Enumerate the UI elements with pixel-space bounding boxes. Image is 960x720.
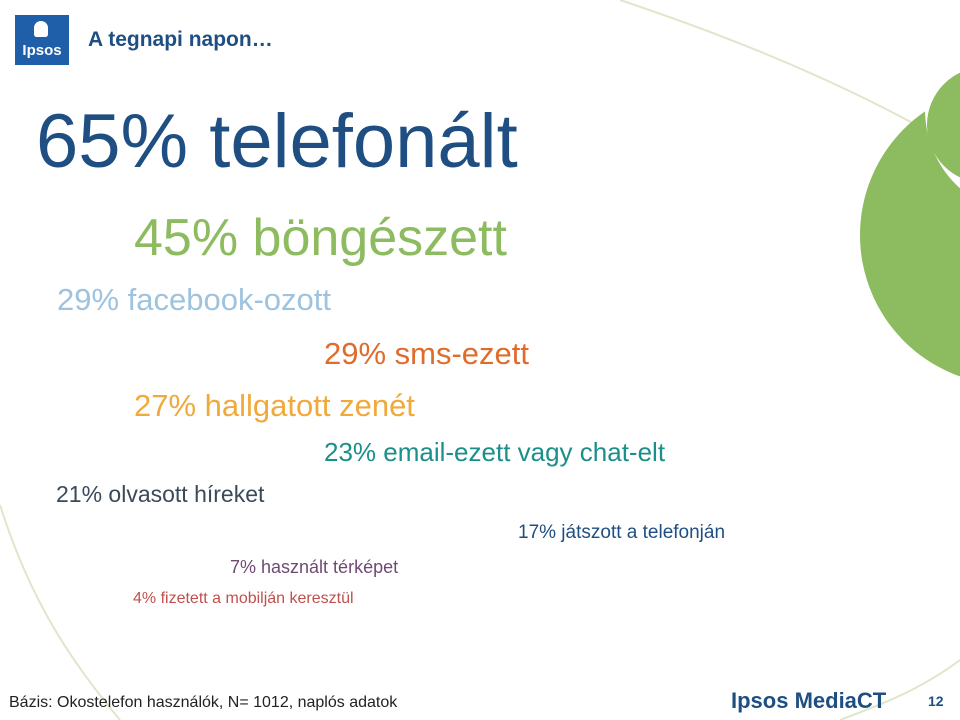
stat-sms: 29% sms-ezett	[324, 336, 530, 371]
slide-title: A tegnapi napon…	[88, 28, 273, 51]
decorative-curve	[839, 659, 960, 720]
page-number: 12	[928, 693, 944, 709]
stat-music: 27% hallgatott zenét	[134, 388, 415, 423]
footer-brand-logo: Ipsos MediaCT	[731, 688, 887, 713]
ipsos-logo: Ipsos	[15, 15, 69, 65]
stat-facebook: 29% facebook-ozott	[57, 282, 332, 317]
stat-gaming: 17% játszott a telefonján	[518, 522, 726, 543]
ipsos-logo-mark-icon	[34, 21, 48, 37]
decorative-curve	[0, 504, 121, 720]
footer-base-note: Bázis: Okostelefon használók, N= 1012, n…	[9, 694, 398, 711]
stat-email-chat: 23% email-ezett vagy chat-elt	[324, 437, 666, 467]
stat-maps: 7% használt térképet	[230, 557, 399, 577]
stat-phone-calls: 65% telefonált	[36, 99, 518, 184]
stat-news: 21% olvasott híreket	[56, 481, 265, 507]
green-circle-decoration	[860, 93, 960, 377]
green-circle-small-decoration	[927, 72, 960, 178]
stat-mobile-payment: 4% fizetett a mobilján keresztül	[133, 590, 354, 607]
ipsos-logo-text: Ipsos	[22, 42, 62, 59]
stat-browsing: 45% böngészett	[134, 209, 507, 267]
